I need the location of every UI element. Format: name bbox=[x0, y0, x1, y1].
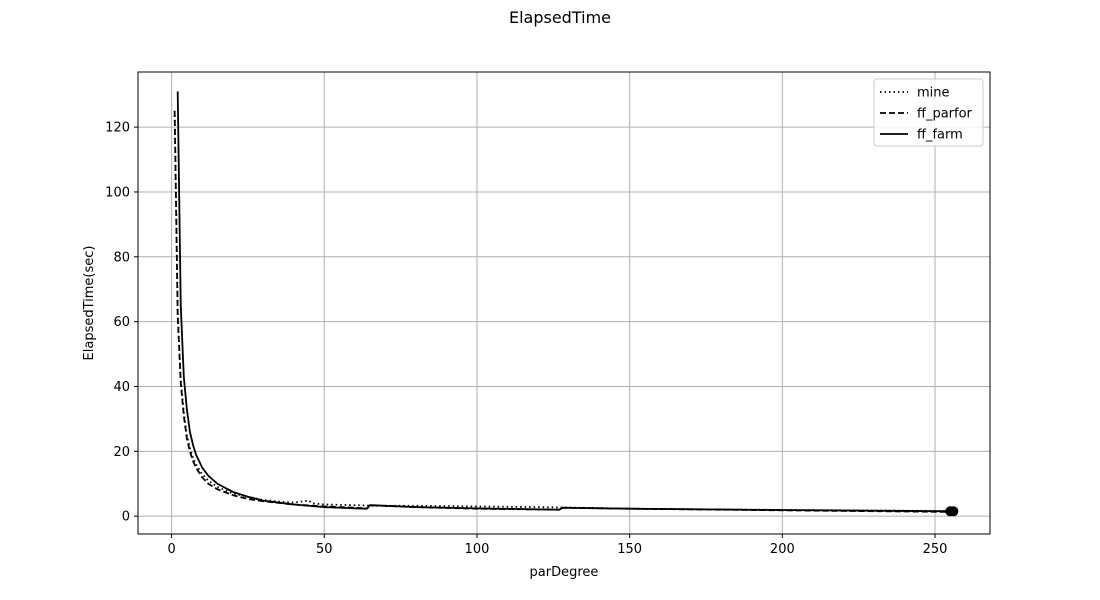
x-tick-label: 250 bbox=[923, 542, 948, 557]
x-axis-label: parDegree bbox=[530, 565, 599, 580]
plot-frame bbox=[137, 71, 991, 535]
y-tick-label: 0 bbox=[122, 510, 130, 525]
y-tick-label: 100 bbox=[105, 185, 130, 200]
legend-box bbox=[873, 78, 984, 147]
legend: mine ff_parfor ff_farm bbox=[873, 78, 984, 147]
x-tick-label: 200 bbox=[770, 542, 795, 557]
legend-label: ff_parfor bbox=[917, 107, 973, 122]
grid-lines bbox=[138, 72, 990, 534]
series-line-ff-farm bbox=[176, 91, 954, 513]
y-tick-label: 120 bbox=[105, 121, 130, 136]
legend-label: ff_farm bbox=[917, 128, 963, 143]
x-axis-ticks: 0 50 100 150 200 250 bbox=[167, 534, 947, 557]
x-tick-label: 100 bbox=[465, 542, 490, 557]
x-tick-label: 50 bbox=[316, 542, 333, 557]
x-tick-label: 0 bbox=[167, 542, 175, 557]
x-tick-label: 150 bbox=[617, 542, 642, 557]
series-lines bbox=[173, 91, 954, 513]
y-axis-label: ElapsedTime(sec) bbox=[82, 246, 97, 361]
y-tick-label: 20 bbox=[113, 445, 130, 460]
y-tick-label: 80 bbox=[113, 250, 130, 265]
y-tick-label: 60 bbox=[113, 315, 130, 330]
end-marker bbox=[948, 506, 959, 517]
end-markers bbox=[945, 506, 959, 517]
y-axis-ticks: 0 20 40 60 80 100 120 bbox=[105, 121, 138, 525]
chart-title: ElapsedTime bbox=[509, 8, 611, 27]
legend-label: mine bbox=[917, 86, 950, 101]
y-tick-label: 40 bbox=[113, 380, 130, 395]
